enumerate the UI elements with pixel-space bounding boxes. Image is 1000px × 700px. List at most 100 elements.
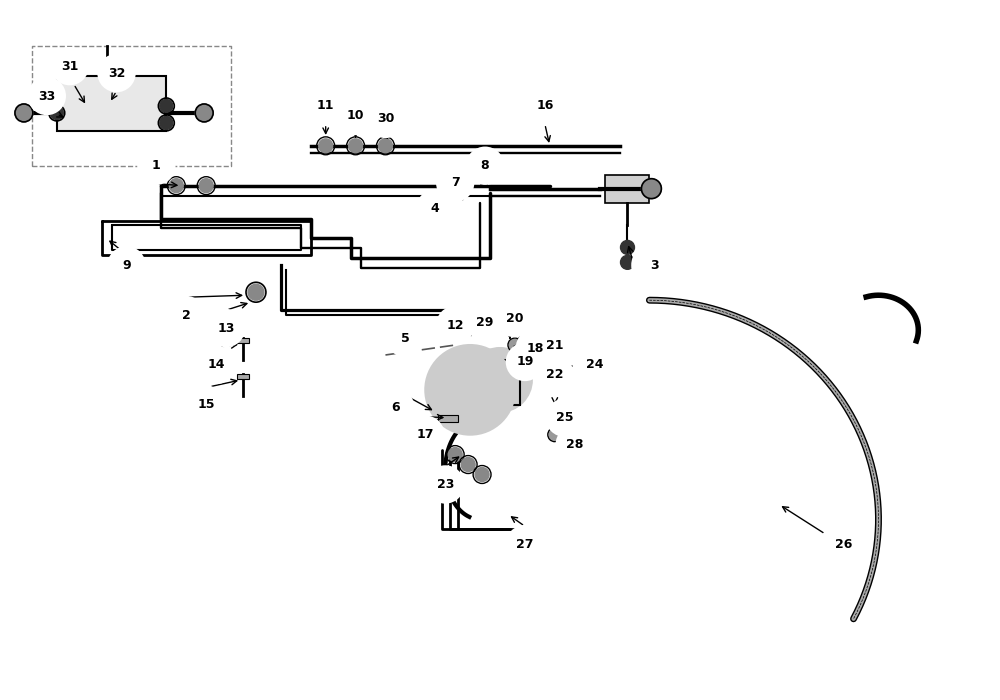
Circle shape: [468, 348, 532, 412]
Circle shape: [437, 307, 473, 343]
FancyBboxPatch shape: [445, 360, 520, 405]
Circle shape: [467, 304, 503, 340]
Circle shape: [387, 320, 423, 356]
Circle shape: [519, 354, 530, 365]
Text: 15: 15: [197, 398, 215, 412]
Text: 25: 25: [556, 411, 573, 424]
Text: 10: 10: [347, 109, 364, 122]
Text: 17: 17: [417, 428, 434, 441]
Text: 29: 29: [476, 316, 494, 328]
Text: 16: 16: [536, 99, 554, 113]
Circle shape: [425, 345, 515, 435]
Circle shape: [198, 347, 234, 383]
Circle shape: [507, 344, 543, 380]
Text: 19: 19: [516, 356, 534, 368]
Circle shape: [534, 340, 545, 351]
Circle shape: [507, 526, 543, 562]
Circle shape: [632, 244, 676, 287]
Circle shape: [497, 300, 533, 336]
Circle shape: [549, 429, 560, 440]
Circle shape: [377, 390, 413, 426]
Text: 30: 30: [377, 113, 394, 125]
FancyBboxPatch shape: [237, 374, 249, 379]
Text: 14: 14: [207, 358, 225, 372]
Circle shape: [417, 190, 453, 227]
FancyBboxPatch shape: [489, 320, 501, 330]
Circle shape: [188, 387, 224, 423]
Text: 23: 23: [437, 478, 454, 491]
Circle shape: [199, 178, 213, 192]
Circle shape: [378, 139, 392, 153]
FancyBboxPatch shape: [605, 175, 649, 202]
Text: 6: 6: [391, 401, 400, 414]
Text: 3: 3: [650, 259, 659, 272]
Circle shape: [338, 98, 374, 134]
Circle shape: [168, 298, 204, 333]
Circle shape: [509, 340, 520, 351]
Circle shape: [109, 247, 144, 284]
Circle shape: [52, 48, 88, 84]
Text: 8: 8: [481, 159, 489, 172]
Text: 27: 27: [516, 538, 534, 551]
Circle shape: [319, 139, 333, 153]
Circle shape: [169, 178, 183, 192]
Circle shape: [559, 405, 570, 415]
Text: 32: 32: [108, 66, 125, 80]
Text: 13: 13: [217, 321, 235, 335]
Circle shape: [537, 327, 573, 363]
Circle shape: [544, 354, 555, 365]
Circle shape: [368, 101, 403, 136]
Circle shape: [208, 310, 244, 346]
Circle shape: [50, 106, 63, 120]
Circle shape: [527, 88, 563, 124]
Text: 7: 7: [451, 176, 460, 189]
Circle shape: [437, 164, 473, 201]
FancyBboxPatch shape: [438, 414, 458, 421]
Circle shape: [621, 240, 634, 254]
Circle shape: [308, 88, 344, 124]
Text: 31: 31: [61, 60, 78, 73]
Text: 26: 26: [835, 538, 852, 551]
Circle shape: [822, 522, 866, 566]
FancyBboxPatch shape: [237, 338, 249, 343]
Circle shape: [448, 447, 462, 461]
Circle shape: [557, 427, 593, 463]
FancyBboxPatch shape: [57, 76, 166, 131]
Circle shape: [467, 148, 503, 183]
Circle shape: [160, 116, 173, 130]
Text: 1: 1: [152, 159, 161, 172]
Circle shape: [248, 284, 264, 300]
Text: 22: 22: [546, 368, 564, 382]
Circle shape: [577, 347, 613, 383]
FancyBboxPatch shape: [469, 315, 481, 325]
Text: 33: 33: [38, 90, 55, 102]
Circle shape: [101, 67, 113, 79]
Circle shape: [621, 256, 634, 270]
Circle shape: [537, 357, 573, 393]
Circle shape: [641, 178, 661, 199]
Circle shape: [195, 104, 213, 122]
Circle shape: [160, 99, 173, 113]
Circle shape: [15, 104, 33, 122]
Text: 4: 4: [431, 202, 440, 215]
Circle shape: [549, 374, 560, 386]
Text: 18: 18: [526, 342, 544, 354]
Text: 9: 9: [122, 259, 131, 272]
Circle shape: [547, 400, 583, 435]
Circle shape: [407, 416, 443, 453]
Text: 12: 12: [446, 318, 464, 332]
Circle shape: [138, 148, 174, 183]
Text: 24: 24: [586, 358, 603, 372]
Circle shape: [461, 458, 475, 472]
Text: 2: 2: [182, 309, 191, 321]
Circle shape: [517, 330, 553, 366]
Text: 28: 28: [566, 438, 583, 451]
Circle shape: [349, 139, 363, 153]
Text: 5: 5: [401, 332, 410, 344]
Circle shape: [99, 55, 134, 91]
Text: 11: 11: [317, 99, 334, 113]
Text: 21: 21: [546, 339, 564, 351]
Circle shape: [427, 466, 463, 503]
Circle shape: [475, 468, 489, 482]
Circle shape: [29, 78, 65, 114]
